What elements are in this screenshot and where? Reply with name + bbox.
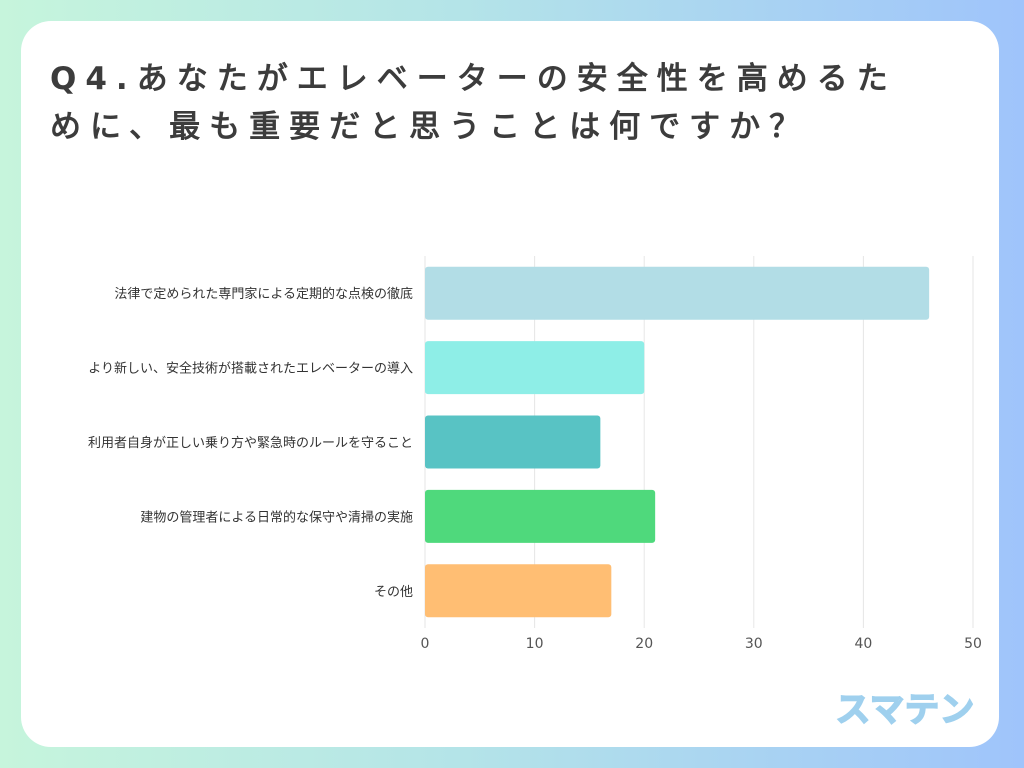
category-label: その他: [374, 585, 413, 600]
page-title: Q4.あなたがエレベーターの安全性を高めるた めに、最も重要だと思うことは何です…: [50, 55, 970, 151]
category-label: 法律で定められた専門家による定期的な点検の徹底: [114, 286, 413, 302]
x-tick-label: 10: [526, 636, 544, 652]
brand-logo: スマテン: [835, 689, 975, 731]
x-tick-label: 30: [745, 636, 763, 652]
category-label: 利用者自身が正しい乗り方や緊急時のルールを守ること: [88, 435, 413, 451]
title-line-2: めに、最も重要だと思うことは何ですか？: [50, 109, 810, 145]
x-tick-label: 40: [854, 636, 872, 652]
category-label: より新しい、安全技術が搭載されたエレベーターの導入: [88, 361, 413, 377]
title-line-1: Q4.あなたがエレベーターの安全性を高めるた: [50, 61, 897, 97]
x-tick-labels: 0 10 20 30 40 50: [421, 636, 982, 652]
bars: [425, 266, 930, 618]
bar: [425, 341, 645, 395]
category-label: 建物の管理者による日常的な保守や清掃の実施: [140, 509, 413, 525]
x-tick-label: 20: [635, 636, 653, 652]
bar: [425, 564, 612, 618]
bar: [425, 415, 601, 469]
x-tick-label: 0: [421, 636, 430, 652]
x-tick-label: 50: [964, 636, 982, 652]
bar: [425, 266, 930, 320]
category-labels: 法律で定められた専門家による定期的な点検の徹底より新しい、安全技術が搭載されたエ…: [88, 286, 413, 600]
bar: [425, 489, 656, 543]
